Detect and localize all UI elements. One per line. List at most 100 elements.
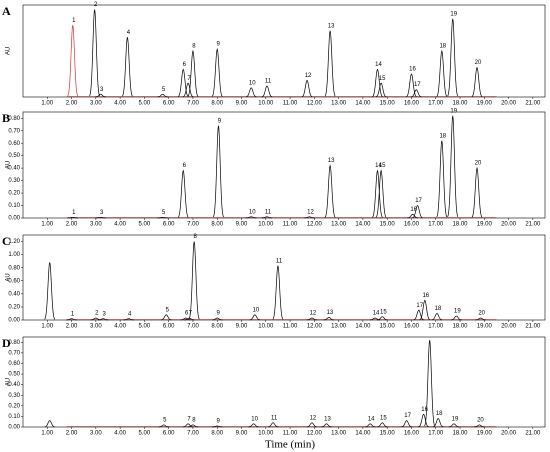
peak-label: 15 xyxy=(379,163,386,169)
peak xyxy=(44,420,55,428)
peak-label: 17 xyxy=(414,82,421,88)
peak-label: 12 xyxy=(305,73,312,79)
peak-label: 20 xyxy=(478,311,485,317)
peak xyxy=(471,66,483,97)
peak-label: 19 xyxy=(450,11,457,17)
y-tick-label: 0.00 xyxy=(8,318,20,324)
y-tick-label: 0.10 xyxy=(8,414,20,420)
peak-label: 16 xyxy=(421,407,428,413)
peak xyxy=(406,73,417,98)
peak xyxy=(261,216,273,219)
x-tick-label: 15.00 xyxy=(380,222,396,228)
peak xyxy=(471,166,483,218)
peak-label: 14 xyxy=(368,416,375,422)
x-tick-label: 20.00 xyxy=(501,101,517,107)
x-tick-label: 18.00 xyxy=(453,324,469,330)
y-tick-label: 0.70 xyxy=(8,350,20,356)
x-tick-label: 8.00 xyxy=(211,431,223,437)
x-tick-label: 11.00 xyxy=(283,431,298,437)
peak xyxy=(413,309,424,321)
panel-frame xyxy=(22,336,546,428)
y-tick-label: 0.00 xyxy=(8,425,20,431)
peak xyxy=(432,418,444,428)
x-tick-label: 8.00 xyxy=(211,324,223,330)
peak-label: 11 xyxy=(276,258,283,264)
x-tick-label: 10.00 xyxy=(258,431,274,437)
x-tick-label: 5.00 xyxy=(139,324,151,330)
peak xyxy=(407,213,418,219)
peak xyxy=(474,424,485,428)
x-tick-label: 5.00 xyxy=(139,431,151,437)
peak xyxy=(89,9,101,97)
x-tick-label: 16.00 xyxy=(404,324,420,330)
peak-label: 19 xyxy=(454,309,461,315)
peak xyxy=(123,318,134,321)
peak xyxy=(372,169,383,218)
x-tick-label: 13.00 xyxy=(331,324,347,330)
peak xyxy=(177,68,189,97)
y-tick-label: 0.60 xyxy=(8,361,20,367)
x-tick-label: 2.00 xyxy=(66,222,78,228)
x-tick-label: 15.00 xyxy=(380,324,396,330)
peak xyxy=(372,68,383,97)
x-tick-label: 9.00 xyxy=(236,324,248,330)
peak xyxy=(95,93,106,98)
x-axis-label: Time (min) xyxy=(265,439,315,451)
x-tick-label: 1.00 xyxy=(41,324,53,330)
peak-label: 12 xyxy=(310,311,317,317)
peak xyxy=(157,93,168,98)
peak-label: 3 xyxy=(102,311,106,317)
peak-label: 13 xyxy=(328,23,335,29)
peak-label: 2 xyxy=(94,2,98,8)
panel-label: B xyxy=(2,111,10,125)
peak-label: 20 xyxy=(475,60,482,66)
x-tick-label: 15.00 xyxy=(380,431,396,437)
peak-label: 10 xyxy=(249,209,256,215)
peak xyxy=(411,89,422,98)
x-tick-label: 16.00 xyxy=(404,222,420,228)
y-tick-label: 0.60 xyxy=(8,141,20,147)
x-tick-label: 2.00 xyxy=(66,431,78,437)
x-tick-label: 3.00 xyxy=(90,222,102,228)
peak xyxy=(436,49,448,97)
x-tick-label: 4.00 xyxy=(114,222,126,228)
x-tick-label: 12.00 xyxy=(307,222,323,228)
y-tick-label: 1.20 xyxy=(8,239,20,245)
panel-label: A xyxy=(2,4,11,18)
y-tick-label: 0.20 xyxy=(8,305,20,311)
x-tick-label: 3.00 xyxy=(90,324,102,330)
x-tick-label: 4.00 xyxy=(114,431,126,437)
peak-label: 5 xyxy=(166,307,170,313)
peak xyxy=(213,125,224,218)
peak xyxy=(436,140,448,218)
peak xyxy=(212,317,223,321)
y-tick-label: 0.20 xyxy=(8,403,20,409)
peak xyxy=(122,37,133,97)
peak-label: 19 xyxy=(450,108,457,114)
x-tick-label: 17.00 xyxy=(428,324,444,330)
peak-label: 11 xyxy=(265,79,272,85)
peak xyxy=(182,423,194,428)
x-tick-label: 7.00 xyxy=(187,222,199,228)
x-tick-label: 2.00 xyxy=(66,101,78,107)
peak-label: 5 xyxy=(163,417,167,423)
y-tick-label: 0.80 xyxy=(8,116,20,122)
peak-label: 10 xyxy=(253,307,260,313)
panel-label: C xyxy=(2,234,11,248)
peak-label: 3 xyxy=(100,87,104,93)
x-tick-label: 12.00 xyxy=(307,101,323,107)
x-tick-label: 12.00 xyxy=(307,431,323,437)
peak xyxy=(212,425,223,428)
x-tick-label: 19.00 xyxy=(477,324,493,330)
peak-label: 9 xyxy=(217,42,221,48)
peak xyxy=(44,262,56,320)
x-tick-label: 1.00 xyxy=(41,222,53,228)
y-tick-label: 0.70 xyxy=(8,128,20,134)
peak-label: 10 xyxy=(251,416,258,422)
x-tick-label: 11.00 xyxy=(283,101,298,107)
peak xyxy=(306,422,318,428)
x-tick-label: 11.00 xyxy=(283,324,298,330)
x-tick-label: 16.00 xyxy=(404,431,420,437)
x-tick-label: 11.00 xyxy=(283,222,298,228)
peak xyxy=(67,25,79,97)
